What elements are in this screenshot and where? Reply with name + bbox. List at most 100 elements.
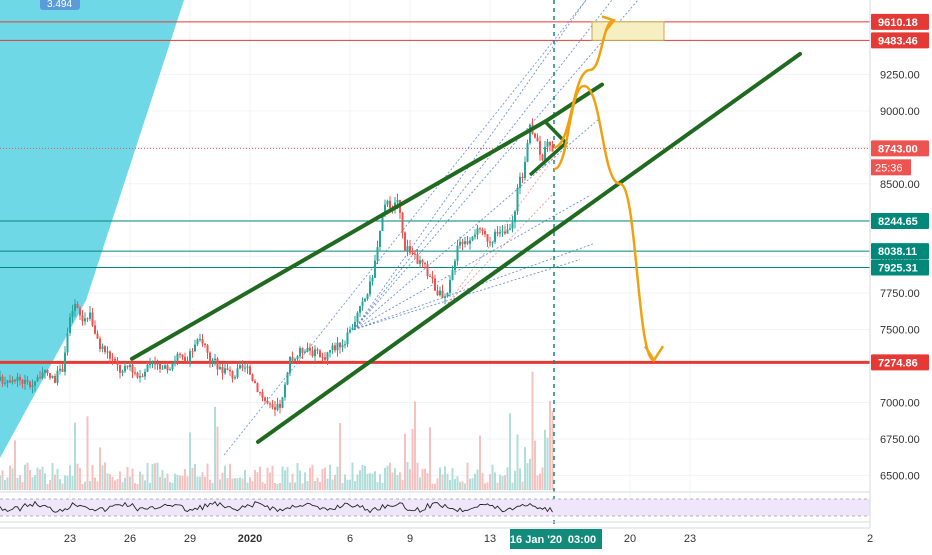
candle-body [254, 381, 256, 384]
fib-fan-line [353, 0, 639, 330]
candle-body [274, 407, 276, 410]
volume-bar [54, 474, 56, 490]
volume-bar [124, 477, 126, 490]
candle-body [446, 292, 449, 297]
volume-bar [214, 406, 216, 490]
volume-bar [189, 432, 191, 490]
volume-bar [261, 481, 264, 490]
candle-body [341, 345, 344, 348]
volume-bar [66, 475, 69, 490]
x-tick-label: 29 [184, 533, 196, 545]
candle-body [46, 369, 49, 374]
candle-body [29, 381, 31, 387]
candle-body [51, 375, 54, 378]
candle-body [4, 382, 6, 384]
candle-body [69, 317, 71, 334]
candle-body [144, 371, 146, 377]
candle-body [286, 372, 289, 385]
candle-body [99, 338, 101, 350]
rising-channel[interactable] [130, 51, 802, 444]
volume-bar [204, 476, 206, 490]
candle-body [266, 400, 269, 404]
volume-bar [159, 476, 161, 490]
volume-bar [121, 482, 124, 490]
volume-bar [309, 467, 311, 490]
candle-body [214, 358, 216, 361]
volume-bar [464, 483, 466, 490]
candle-body [449, 280, 451, 293]
candle-body [414, 253, 416, 255]
candle-body [541, 154, 544, 161]
candle-body [371, 277, 374, 282]
x-tick-label: 13 [484, 533, 496, 545]
candle-body [316, 349, 319, 351]
candle-body [496, 231, 499, 234]
candle-body [116, 360, 119, 365]
volume-bar [551, 410, 554, 490]
volume-bar [419, 477, 421, 490]
time-axis-bg [0, 528, 932, 550]
volume-bar [226, 477, 229, 490]
oscillator-line [0, 500, 553, 514]
candle-body [366, 294, 369, 299]
volume-bar [86, 416, 89, 490]
volume-bar [426, 473, 429, 490]
volume-bar [414, 401, 416, 490]
volume-bar [59, 479, 61, 490]
candle-body [356, 312, 359, 322]
volume-bar [211, 483, 214, 490]
volume-bar [296, 463, 299, 490]
volume-bar [321, 468, 324, 490]
corner-value-badge [40, 0, 80, 10]
volume-bar [194, 463, 196, 490]
candle-body [524, 161, 526, 179]
candle-body [94, 325, 96, 334]
candle-body [201, 339, 204, 344]
time-axis[interactable]: 23 26 29 2020 6 9 13 20 23 2 16 Jan '20 03:00 [0, 527, 932, 550]
volume-bar [36, 467, 39, 490]
candle-body [334, 345, 336, 351]
candle-body [489, 241, 491, 243]
volume-bar [514, 470, 516, 490]
candle-body [444, 296, 446, 298]
candle-body [264, 397, 266, 401]
candle-body [269, 403, 271, 405]
volume-bars [0, 371, 554, 490]
volume-bar [244, 469, 246, 490]
volume-bar [506, 467, 509, 490]
candle-body [509, 228, 511, 230]
candle-body [309, 348, 311, 351]
volume-bar [219, 479, 221, 490]
projection-wedge-area [0, 0, 184, 458]
volume-bar [486, 482, 489, 490]
candle-body [26, 380, 29, 382]
volume-bar [14, 440, 16, 490]
candle-body [204, 343, 206, 346]
volume-bar [146, 463, 149, 490]
candle-body [299, 348, 301, 357]
volume-bar [171, 482, 174, 490]
level-price-label: 8038.11 [878, 246, 917, 258]
volume-bar [46, 483, 49, 490]
volume-bar [456, 476, 459, 490]
candle-body [101, 346, 104, 350]
price-axis[interactable]: 6500.006750.007000.007250.007500.007750.… [869, 0, 932, 550]
bullish-arrowhead [601, 15, 617, 32]
volume-bar [276, 483, 279, 490]
volume-bar [529, 458, 531, 490]
candle-body [441, 290, 444, 298]
candle-body [454, 260, 456, 271]
volume-bar [149, 482, 151, 490]
candle-body [529, 124, 531, 144]
volume-bar [31, 477, 34, 490]
last-price-tag [871, 140, 929, 157]
candle-body [301, 348, 304, 353]
candle-body [336, 342, 339, 351]
scenario-arrows[interactable] [553, 15, 665, 363]
candle-body [54, 375, 56, 383]
y-tick-label: 9000.00 [880, 106, 920, 118]
volume-bar [84, 481, 86, 490]
candle-body [44, 369, 46, 373]
